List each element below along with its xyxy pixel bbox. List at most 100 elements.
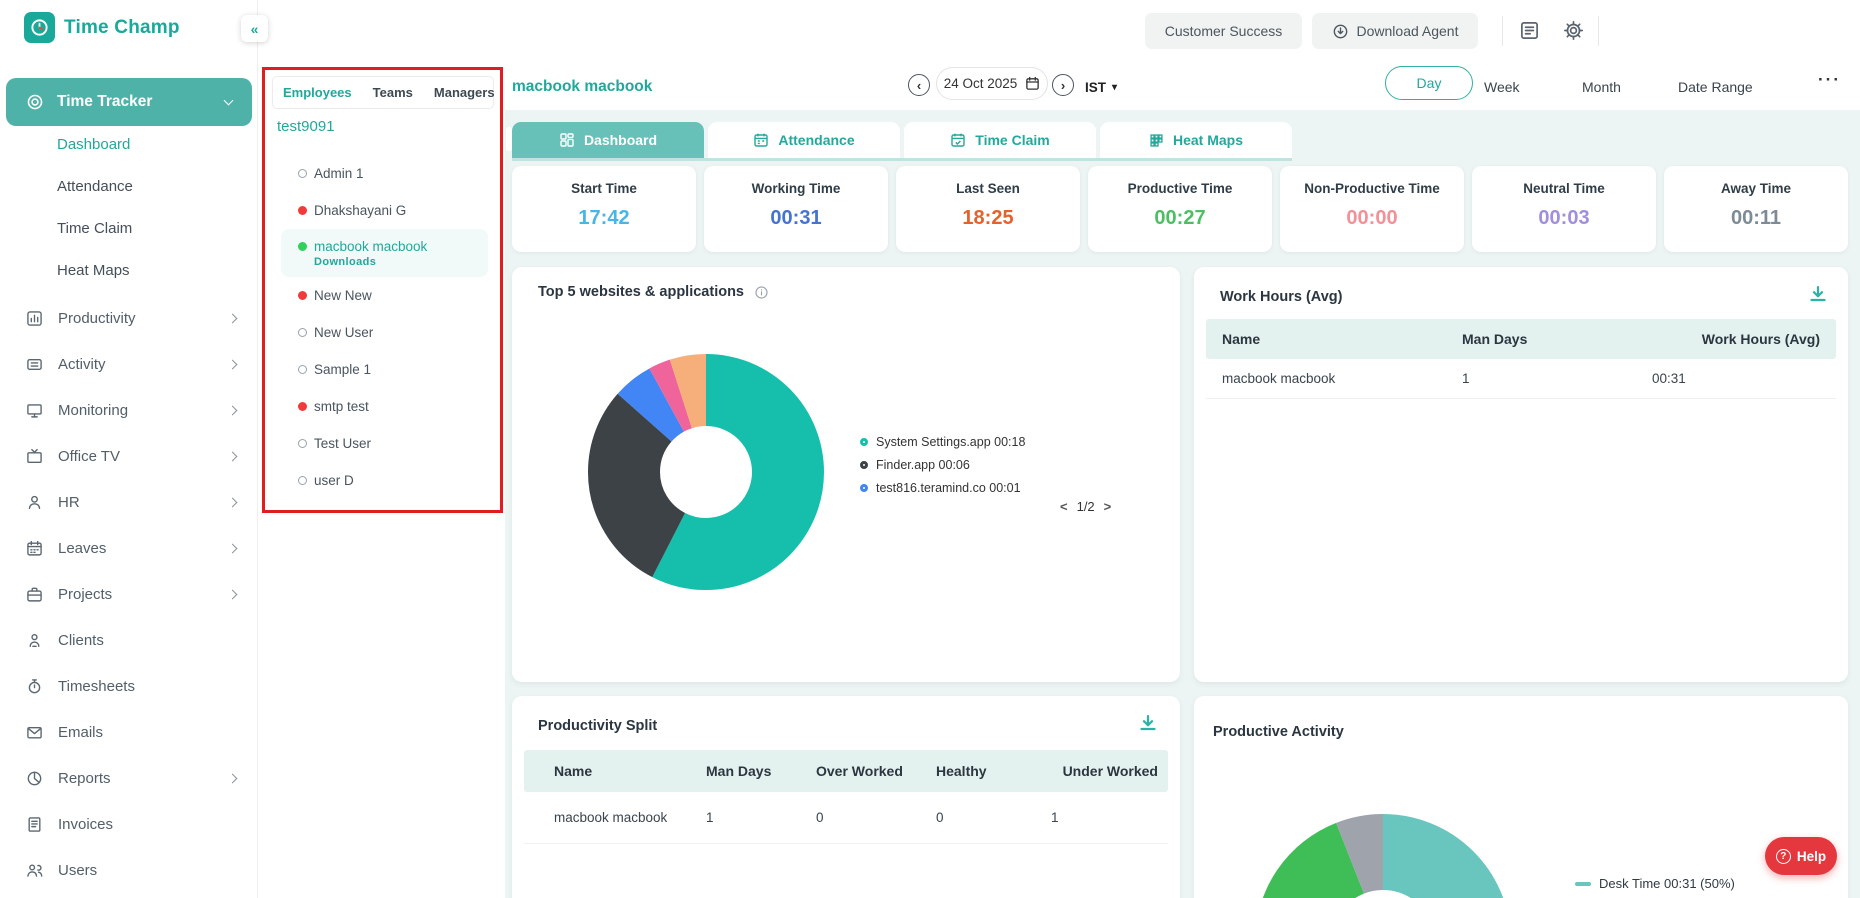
chevron-right-icon [228, 773, 238, 783]
tab-time-claim[interactable]: Time Claim [904, 122, 1096, 158]
sidebar-item-reports[interactable]: Reports [0, 755, 258, 801]
timezone-select[interactable]: IST ▾ [1085, 80, 1117, 95]
download-icon[interactable] [1138, 713, 1158, 738]
table-row[interactable]: macbook macbook 1 00:31 [1206, 359, 1836, 399]
stat-card-away-time: Away Time 00:11 [1664, 166, 1848, 252]
brand: Time Champ [24, 12, 180, 43]
download-agent-button[interactable]: Download Agent [1312, 13, 1478, 49]
table-row[interactable]: macbook macbook 1 0 0 1 [524, 792, 1168, 844]
time-tracker-submenu: Dashboard Attendance Time Claim Heat Map… [0, 123, 258, 291]
sidebar-item-emails[interactable]: Emails [0, 709, 258, 755]
stat-card-non-productive-time: Non-Productive Time 00:00 [1280, 166, 1464, 252]
stopwatch-icon [26, 678, 43, 695]
status-dot-icon [298, 365, 307, 374]
employee-list-item[interactable]: Sample 1 [265, 351, 500, 388]
legend-item: test816.teramind.co 00:01 [860, 481, 1025, 495]
tab-teams[interactable]: Teams [373, 85, 413, 100]
stat-card-working-time: Working Time 00:31 [704, 166, 888, 252]
tab-employees[interactable]: Employees [283, 85, 352, 100]
sidebar-item-time-tracker[interactable]: Time Tracker [6, 78, 252, 126]
briefcase-icon [26, 586, 43, 603]
card-title: Productive Activity [1213, 724, 1344, 740]
stat-card-productive-time: Productive Time 00:27 [1088, 166, 1272, 252]
sidebar-item-leaves[interactable]: Leaves [0, 525, 258, 571]
sidebar-subitem-dashboard[interactable]: Dashboard [0, 123, 258, 165]
sidebar-item-productivity[interactable]: Productivity [0, 295, 258, 341]
legend-item: Finder.app 00:06 [860, 458, 1025, 472]
employee-list-item[interactable]: Admin 1 [265, 155, 500, 192]
employee-list-item[interactable]: Dhakshayani G [265, 192, 500, 229]
brand-name: Time Champ [64, 17, 180, 39]
productive-activity-legend: Desk Time 00:31 (50%) [1575, 876, 1735, 891]
sidebar-item-users[interactable]: Users [0, 847, 258, 893]
chevron-right-icon [228, 405, 238, 415]
tabs-scroll-notch [506, 127, 512, 151]
attendance-calendar-icon [753, 132, 769, 148]
view-date-range-button[interactable]: Date Range [1678, 79, 1753, 95]
download-circle-icon [1332, 23, 1349, 40]
time-claim-calendar-icon [950, 132, 966, 148]
employee-selector-panel: Employees Teams Managers test9091 Admin … [262, 67, 503, 513]
calendar-icon [1025, 76, 1040, 91]
work-hours-card: Work Hours (Avg) Name Man Days Work Hour… [1194, 267, 1848, 682]
sidebar-item-hr[interactable]: HR [0, 479, 258, 525]
employee-panel-tabs: Employees Teams Managers [272, 76, 494, 109]
sidebar-item-office-tv[interactable]: Office TV [0, 433, 258, 479]
sidebar-item-invoices[interactable]: Invoices [0, 801, 258, 847]
tab-attendance[interactable]: Attendance [708, 122, 900, 158]
view-day-button[interactable]: Day [1385, 66, 1473, 100]
tab-managers[interactable]: Managers [434, 85, 495, 100]
next-day-button[interactable]: › [1052, 74, 1074, 96]
employee-list-item[interactable]: Test User [265, 425, 500, 462]
info-icon[interactable] [754, 285, 769, 300]
sidebar-item-clients[interactable]: Clients [0, 617, 258, 663]
stat-card-last-seen: Last Seen 18:25 [896, 166, 1080, 252]
status-dot-icon [298, 439, 307, 448]
stat-card-neutral-time: Neutral Time 00:03 [1472, 166, 1656, 252]
help-button[interactable]: ? Help [1765, 837, 1837, 875]
legend-ring-icon [860, 438, 868, 446]
sidebar-item-projects[interactable]: Projects [0, 571, 258, 617]
monitor-icon [26, 402, 43, 419]
previous-day-button[interactable]: ‹ [908, 74, 930, 96]
date-picker[interactable]: 24 Oct 2025 [936, 67, 1048, 100]
view-week-button[interactable]: Week [1484, 79, 1520, 95]
chevron-right-icon [228, 543, 238, 553]
sidebar-item-activity[interactable]: Activity [0, 341, 258, 387]
tab-dashboard[interactable]: Dashboard [512, 122, 704, 158]
productive-activity-donut-chart [1253, 812, 1513, 898]
status-dot-icon [298, 169, 307, 178]
download-icon[interactable] [1808, 284, 1828, 309]
sidebar-subitem-time-claim[interactable]: Time Claim [0, 207, 258, 249]
employee-list-item[interactable]: New User [265, 314, 500, 351]
view-month-button[interactable]: Month [1582, 79, 1621, 95]
pagination-next-icon[interactable]: > [1104, 499, 1112, 514]
pie-chart-icon [26, 770, 43, 787]
status-dot-icon [298, 476, 307, 485]
employee-list-item[interactable]: New New [265, 277, 500, 314]
employee-list-item[interactable]: smtp test [265, 388, 500, 425]
sidebar-item-label: Time Tracker [57, 93, 152, 111]
employee-list-item-selected[interactable]: macbook macbook Downloads [281, 229, 488, 277]
employee-group-label[interactable]: test9091 [277, 118, 335, 135]
settings-gear-icon[interactable] [1560, 17, 1586, 43]
tab-heat-maps[interactable]: Heat Maps [1100, 122, 1292, 158]
employee-sub-label: Downloads [298, 256, 488, 268]
chevron-right-icon [228, 313, 238, 323]
calendar-icon [26, 540, 43, 557]
sidebar-subitem-attendance[interactable]: Attendance [0, 165, 258, 207]
more-options-icon[interactable]: ··· [1818, 70, 1841, 90]
sidebar-subitem-heat-maps[interactable]: Heat Maps [0, 249, 258, 291]
legend-item: System Settings.app 00:18 [860, 435, 1025, 449]
employee-list-item[interactable]: user D [265, 462, 500, 499]
sidebar-item-timesheets[interactable]: Timesheets [0, 663, 258, 709]
sidebar-collapse-button[interactable]: « [241, 15, 268, 42]
employee-list: Admin 1 Dhakshayani G macbook macbook Do… [265, 155, 500, 499]
chevron-right-icon [228, 497, 238, 507]
pagination-prev-icon[interactable]: < [1060, 499, 1068, 514]
person-icon [26, 494, 43, 511]
customer-success-button[interactable]: Customer Success [1145, 13, 1302, 49]
sidebar-item-monitoring[interactable]: Monitoring [0, 387, 258, 433]
release-notes-icon[interactable] [1516, 17, 1542, 43]
heat-maps-grid-icon [1149, 133, 1164, 148]
